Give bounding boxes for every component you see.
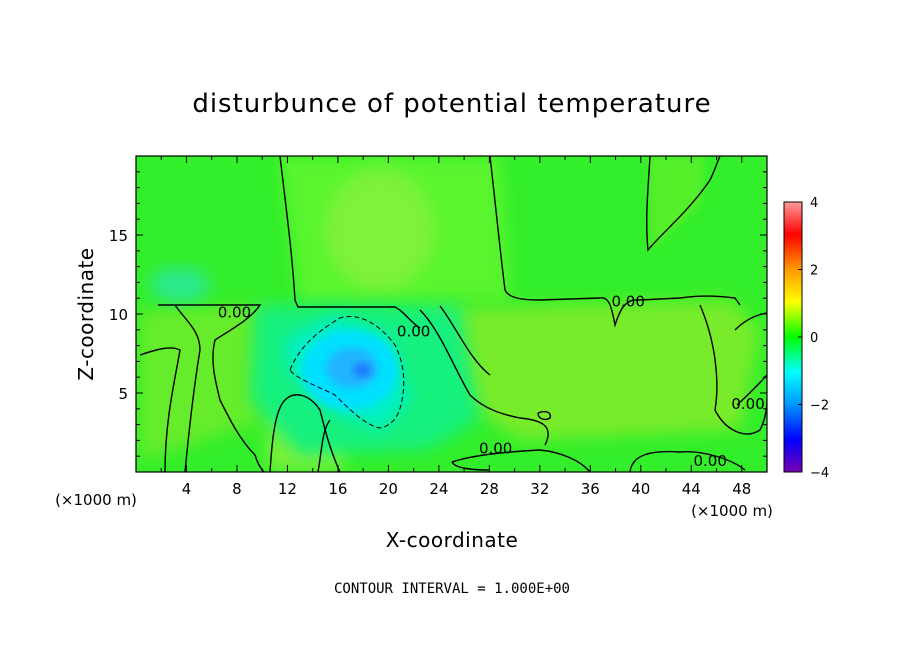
x-tick-label: 20	[379, 480, 398, 498]
contour-label: 0.00	[218, 303, 251, 321]
chart-title: disturbunce of potential temperature	[192, 89, 711, 119]
x-tick-label: 24	[429, 480, 448, 498]
y-tick-label: 15	[109, 227, 128, 245]
x-tick-label: 48	[732, 480, 751, 498]
colorbar-ticks: −4 −2 0 2 4	[798, 196, 829, 481]
heatmap-field	[136, 156, 767, 472]
colorbar-tick-label: 2	[810, 264, 818, 279]
colorbar-tick-label: −4	[810, 466, 829, 481]
x-axis-label: X-coordinate	[386, 528, 519, 552]
contour-label: 0.00	[611, 292, 644, 310]
y-axis-label: Z-coordinate	[74, 247, 98, 380]
x-tick-label: 4	[182, 480, 192, 498]
colorbar-tick-label: 4	[810, 196, 818, 211]
x-tick-label: 40	[631, 480, 650, 498]
x-axis-ticks: 4 8 12 16 20 24 28 32 36 40 44 48	[160, 156, 751, 498]
x-tick-label: 16	[328, 480, 347, 498]
y-tick-label: 5	[118, 385, 128, 403]
contour-label: 0.00	[694, 452, 727, 470]
x-unit-right: (×1000 m)	[691, 502, 773, 520]
y-tick-label: 10	[109, 306, 128, 324]
x-tick-label: 12	[278, 480, 297, 498]
y-axis-ticks: 5 10 15	[109, 171, 767, 457]
x-tick-label: 8	[232, 480, 242, 498]
x-unit-left: (×1000 m)	[55, 491, 137, 509]
colorbar: −4 −2 0 2 4	[783, 196, 829, 481]
contour-labels: 0.00 0.00 0.00 0.00 0.00 0.00	[218, 292, 765, 470]
contour-label: 0.00	[479, 439, 512, 457]
colorbar-tick-label: 0	[810, 331, 818, 346]
x-tick-label: 36	[581, 480, 600, 498]
contour-interval: CONTOUR INTERVAL = 1.000E+00	[334, 581, 570, 597]
x-tick-label: 28	[480, 480, 499, 498]
contour-label: 0.00	[397, 322, 430, 340]
contour-lines	[139, 156, 767, 472]
x-tick-label: 44	[682, 480, 701, 498]
colorbar-tick-label: −2	[810, 399, 829, 414]
contour-label: 0.00	[731, 395, 764, 413]
x-tick-label: 32	[530, 480, 549, 498]
negative-contour	[289, 316, 405, 429]
